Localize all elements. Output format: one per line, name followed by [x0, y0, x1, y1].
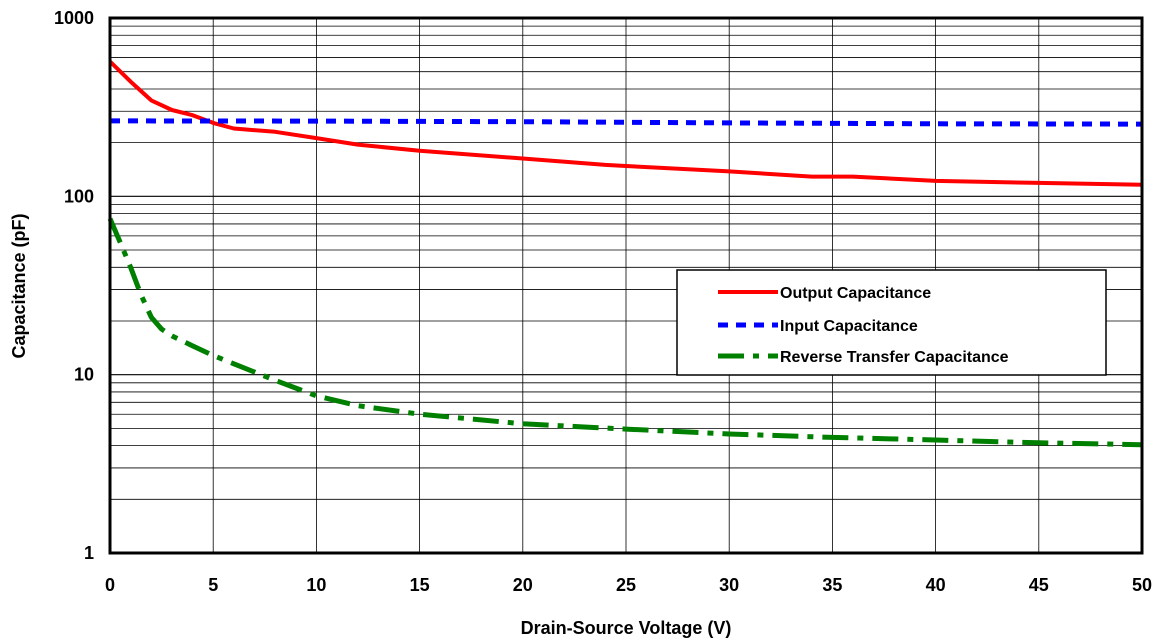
plot-frame [108, 16, 1144, 555]
y-tick-label: 10 [74, 365, 94, 385]
x-tick-label: 50 [1132, 575, 1152, 595]
y-tick-label: 100 [64, 186, 94, 206]
y-tick-label: 1000 [54, 8, 94, 28]
x-tick-label: 5 [208, 575, 218, 595]
x-tick-label: 25 [616, 575, 636, 595]
x-tick-label: 15 [410, 575, 430, 595]
x-axis-title: Drain-Source Voltage (V) [521, 618, 732, 638]
y-axis-title: Capacitance (pF) [9, 213, 29, 358]
tick-labels: 0 5 10 15 20 25 30 35 40 45 50 1 10 100 1000 [54, 8, 1152, 595]
y-tick-label: 1 [84, 543, 94, 563]
series-layer [107, 60, 1143, 448]
x-tick-label: 35 [822, 575, 842, 595]
x-tick-label: 30 [719, 575, 739, 595]
legend-label-1: Output Capacitance [780, 285, 931, 302]
x-tick-label: 10 [306, 575, 326, 595]
series-line-3 [107, 217, 1143, 448]
legend: Output Capacitance Input Capacitance Rever… [676, 269, 1107, 376]
legend-label-3: Reverse Transfer Capacitance [780, 349, 1009, 366]
legend-box [676, 269, 1107, 376]
x-tick-label: 40 [926, 575, 946, 595]
legend-label-2: Input Capacitance [780, 318, 918, 335]
x-tick-label: 45 [1029, 575, 1049, 595]
series-line-1 [108, 60, 1143, 187]
x-tick-label: 20 [513, 575, 533, 595]
x-tick-label: 0 [105, 575, 115, 595]
